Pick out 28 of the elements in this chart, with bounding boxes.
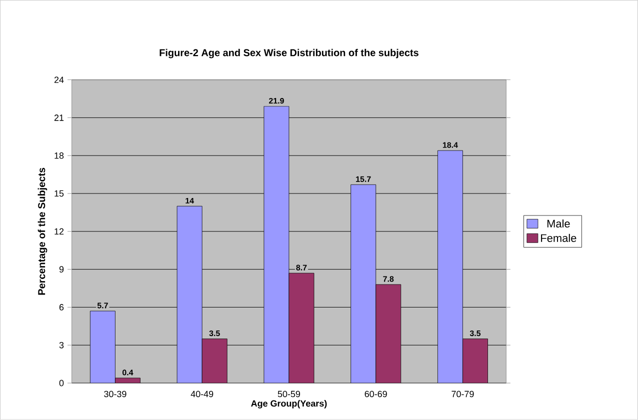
y-tick-label: 24: [54, 76, 64, 84]
y-tick-label: 0: [59, 380, 64, 386]
chart-title: Figure-2 Age and Sex Wise Distribution of the subjects: [160, 49, 418, 58]
y-tick-label: 12: [54, 228, 64, 235]
bar: [202, 338, 228, 384]
x-tick-label: 70-79: [452, 390, 474, 398]
legend-label: Female: [541, 234, 576, 242]
y-tick-label: 9: [59, 266, 64, 273]
bar: [90, 310, 116, 384]
x-tick-label: 30-39: [104, 390, 126, 398]
bar: [264, 106, 290, 384]
bar: [462, 338, 488, 384]
bar: [350, 184, 376, 384]
y-tick-label: 3: [59, 342, 64, 348]
y-tick-label: 15: [54, 190, 64, 197]
x-axis-title: Age Group(Years): [251, 400, 327, 409]
bar: [288, 273, 314, 384]
x-tick-label: 50-59: [278, 390, 300, 398]
y-tick-label: 21: [54, 114, 64, 121]
y-tick-label: 6: [59, 304, 64, 311]
y-axis-title: Percentage of the Subjects: [38, 168, 48, 295]
bar: [376, 284, 402, 384]
x-tick-label: 40-49: [190, 390, 214, 398]
x-tick-label: 60-69: [364, 390, 387, 398]
legend-label: Male: [547, 220, 570, 228]
bar: [438, 150, 463, 384]
y-tick-label: 18: [54, 152, 64, 159]
bar: [176, 206, 202, 384]
